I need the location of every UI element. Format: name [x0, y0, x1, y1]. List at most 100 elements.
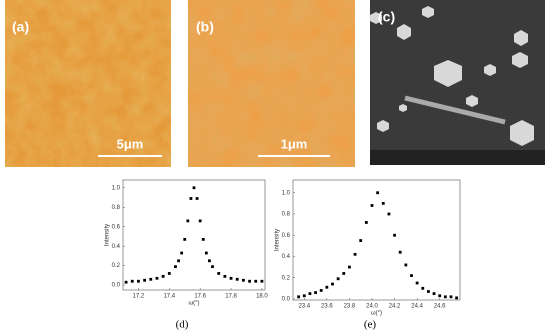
x-tick-label: 24.4 — [411, 304, 423, 310]
data-point — [404, 263, 408, 267]
y-axis-label: Intensity — [275, 229, 281, 251]
x-axis-label: ω(°) — [188, 301, 199, 307]
data-point — [124, 280, 128, 284]
data-point — [174, 265, 177, 269]
data-point — [348, 265, 351, 269]
sem-rod — [404, 95, 506, 125]
data-point — [443, 295, 447, 299]
plot-frame — [292, 179, 461, 301]
x-tick-label: 17.4 — [163, 294, 175, 300]
data-point — [192, 186, 196, 190]
data-point — [189, 197, 193, 200]
data-point — [415, 281, 419, 285]
data-point — [381, 201, 385, 205]
data-point — [143, 278, 147, 282]
y-tick-label: 0.0 — [112, 283, 121, 289]
data-point — [208, 259, 211, 263]
data-point — [455, 296, 459, 300]
afm-texture-a — [5, 0, 171, 167]
data-point — [353, 252, 357, 256]
data-point — [198, 219, 202, 223]
sem-footer — [370, 150, 545, 165]
data-point — [449, 295, 453, 299]
y-tick-label: 0.4 — [112, 244, 121, 250]
data-point — [427, 290, 430, 293]
panel-label: (b) — [196, 19, 214, 35]
x-tick-label: 23.4 — [298, 304, 310, 310]
panel-caption: (d) — [176, 319, 189, 331]
data-point — [387, 212, 391, 216]
data-point — [260, 279, 264, 283]
data-point — [183, 237, 187, 241]
data-point — [308, 292, 312, 296]
data-point — [325, 285, 329, 289]
x-tick-label: 23.6 — [321, 304, 333, 310]
data-point — [241, 278, 245, 282]
y-tick-label: 1.0 — [112, 185, 121, 191]
y-tick-label: 1.0 — [282, 190, 291, 196]
data-point — [331, 282, 334, 286]
data-point — [248, 279, 251, 283]
plot-frame — [122, 179, 266, 291]
x-tick-label: 17.8 — [225, 294, 237, 300]
x-tick-label: 24.6 — [434, 304, 446, 310]
data-point — [359, 239, 363, 242]
scale-bar-label: 1μm — [281, 136, 308, 151]
y-tick-label: 0.2 — [112, 263, 121, 269]
panel-caption: (e) — [364, 319, 377, 331]
data-point — [235, 277, 239, 281]
x-tick-label: 23.8 — [344, 304, 356, 310]
x-tick-label: 24.0 — [366, 304, 378, 310]
sem-crystals — [370, 6, 534, 146]
data-point — [319, 289, 323, 292]
data-point — [223, 274, 227, 278]
data-point — [297, 295, 301, 299]
data-point — [393, 233, 396, 237]
data-point — [167, 272, 171, 275]
data-point — [195, 197, 199, 200]
afm-texture-b — [188, 0, 355, 167]
y-tick-label: 0.0 — [282, 297, 291, 303]
data-point — [177, 259, 180, 263]
y-tick-label: 0.4 — [282, 254, 291, 260]
data-point — [161, 274, 165, 278]
panel-label: (c) — [378, 9, 395, 25]
data-point — [149, 277, 153, 281]
y-axis-label: Intensity — [105, 224, 111, 246]
data-point — [432, 292, 436, 296]
y-tick-label: 0.6 — [112, 224, 121, 230]
data-point — [201, 237, 205, 241]
data-point — [398, 250, 402, 254]
data-point — [438, 294, 442, 298]
x-tick-label: 18.0 — [256, 294, 268, 300]
data-point — [155, 276, 159, 280]
panel-label: (a) — [12, 19, 29, 35]
x-tick-label: 17.6 — [194, 294, 206, 300]
y-tick-label: 0.8 — [112, 205, 121, 211]
data-point — [130, 279, 134, 283]
data-point — [180, 251, 184, 255]
data-point — [376, 191, 380, 195]
data-point — [410, 274, 413, 277]
data-point — [137, 279, 140, 283]
data-point — [314, 291, 317, 294]
data-point — [211, 265, 214, 269]
y-tick-label: 0.8 — [282, 212, 291, 218]
y-tick-label: 0.6 — [282, 233, 291, 239]
data-point — [229, 276, 233, 280]
data-point — [421, 286, 425, 290]
data-point — [342, 272, 346, 275]
x-axis-label: ω(°) — [371, 311, 382, 317]
data-point — [204, 251, 208, 255]
x-tick-label: 17.2 — [133, 294, 145, 300]
scale-bar-label: 5μm — [117, 136, 144, 151]
y-tick-label: 0.2 — [282, 275, 291, 281]
data-point — [336, 277, 340, 281]
data-point — [364, 221, 368, 224]
x-tick-label: 24.2 — [389, 304, 401, 310]
data-point — [302, 294, 306, 298]
data-point — [186, 219, 190, 223]
data-point — [254, 279, 258, 283]
data-point — [370, 204, 374, 207]
